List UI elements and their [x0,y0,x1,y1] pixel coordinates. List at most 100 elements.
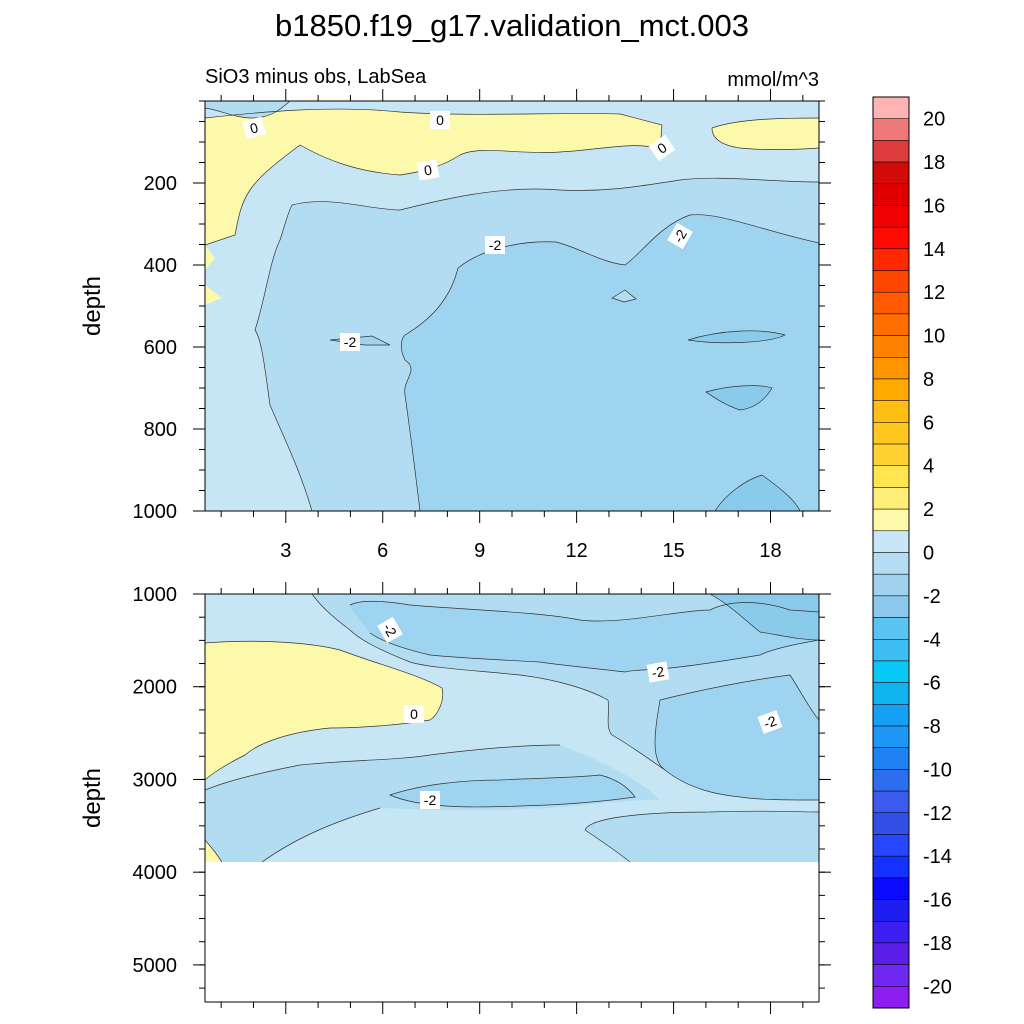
upper-fill-positive-w2 [205,285,222,305]
x-tick-label: 6 [377,540,388,562]
upper-fill-positive-ne [712,118,819,150]
x-tick-label: 18 [759,540,781,562]
lower-fill-m4 [710,594,819,640]
contour-label-text: 0 [410,706,418,722]
upper-fill-m4-d [612,290,636,302]
upper-fill-top-strip [205,101,290,118]
contour-label-text: 0 [436,112,444,128]
colorbar-box [872,291,910,315]
colorbar-label: 10 [923,326,945,348]
upper-fill-positive [205,109,662,246]
y-tick-label: 2000 [133,677,178,699]
colorbar-label: -16 [923,890,952,912]
colorbar-box [872,422,910,445]
lower-panel: -2 0 -2 -2 -2 1000 2000 3000 4000 5000 depth [79,582,831,1014]
upper-panel: 0 0 0 0 -2 -2 -2 200 400 600 800 1000 3 6 9 12 15 18 de… [79,89,831,562]
colorbar-box [872,595,910,618]
x-tick-label: 3 [280,540,291,562]
colorbar-box [872,530,910,553]
upper-contour-lines [205,101,819,511]
colorbar-box [872,140,910,163]
colorbar-box [872,769,910,792]
colorbar-label: -12 [923,803,952,825]
upper-contour-labels: 0 0 0 0 -2 -2 -2 [242,111,693,351]
colorbar-label: -8 [923,716,941,738]
upper-x-tick-labels: 3 6 9 12 15 18 [280,540,781,562]
units-label: mmol/m^3 [727,69,819,91]
colorbar-box [872,400,910,423]
contour-label: -2 [340,333,360,351]
colorbar-box [872,639,910,662]
colorbar-box [872,725,910,748]
upper-y-tick-labels: 200 400 600 800 1000 [133,173,178,523]
colorbar-box [872,118,910,141]
x-tick-label: 9 [474,540,485,562]
colorbar-box [872,855,910,879]
colorbar-box [872,790,910,814]
contour-label: -2 [667,222,693,250]
colorbar-label: -4 [923,629,941,651]
colorbar-box [872,986,910,1009]
colorbar-labels: 20181614121086420-2-4-6-8-10-12-14-16-18… [923,109,952,999]
colorbar-box [872,335,910,358]
lower-fill-m3 [350,601,819,672]
contour-label: -2 [646,661,670,683]
colorbar-box [872,747,910,770]
colorbar-box [872,899,910,922]
colorbar-box [872,964,910,987]
colorbar-label: 14 [923,239,945,261]
colorbar-box [872,812,910,835]
colorbar-label: 0 [923,543,934,565]
contour-label-text: -2 [650,663,665,681]
y-tick-label: 600 [144,337,177,359]
colorbar-label: -6 [923,673,941,695]
colorbar-label: 4 [923,456,934,478]
y-tick-label: 1000 [133,584,178,606]
colorbar-label: 18 [923,152,945,174]
colorbar-box [872,161,910,185]
figure-title: b1850.f19_g17.validation_mct.003 [275,8,749,43]
colorbar-label: -18 [923,933,952,955]
lower-y-tick-labels: 1000 2000 3000 4000 5000 [133,584,178,977]
colorbar-box [872,617,910,640]
colorbar-box [872,834,910,857]
lower-fill-m3-south [390,775,635,807]
contour-label: -2 [757,710,783,734]
colorbar-label: 16 [923,195,945,217]
y-tick-label: 800 [144,419,177,441]
colorbar-label: -14 [923,846,952,868]
upper-fill-m3 [401,214,819,511]
lower-contour-fill [205,594,819,1002]
colorbar-label: 12 [923,282,945,304]
y-tick-label: 400 [144,255,177,277]
contour-label-text: -2 [489,237,502,253]
colorbar-box [872,920,910,944]
contour-label: 0 [242,116,266,140]
colorbar-box [872,183,910,206]
colorbar-box [872,313,910,336]
upper-contour-fill [205,101,819,511]
y-tick-label: 1000 [133,501,178,523]
colorbar-box [872,270,910,293]
y-tick-label: 4000 [133,862,178,884]
colorbar-box [872,573,910,597]
upper-fill-positive-w1 [205,245,215,270]
colorbar-box [872,660,910,683]
lower-contour-lines [205,594,819,863]
y-tick-label: 200 [144,173,177,195]
colorbar-box [872,465,910,488]
colorbar-box [872,682,910,705]
colorbar-label: -20 [923,976,952,998]
colorbar-box [872,378,910,401]
colorbar-box [872,704,910,727]
colorbar-frame [872,96,910,1009]
contour-label-text: -2 [344,334,357,350]
upper-ticks [193,89,831,523]
colorbar-box [872,508,910,532]
colorbar-label: -10 [923,759,952,781]
x-tick-label: 12 [566,540,588,562]
contour-label: 0 [416,159,440,181]
colorbar-box [872,443,910,466]
x-tick-label: 15 [662,540,684,562]
